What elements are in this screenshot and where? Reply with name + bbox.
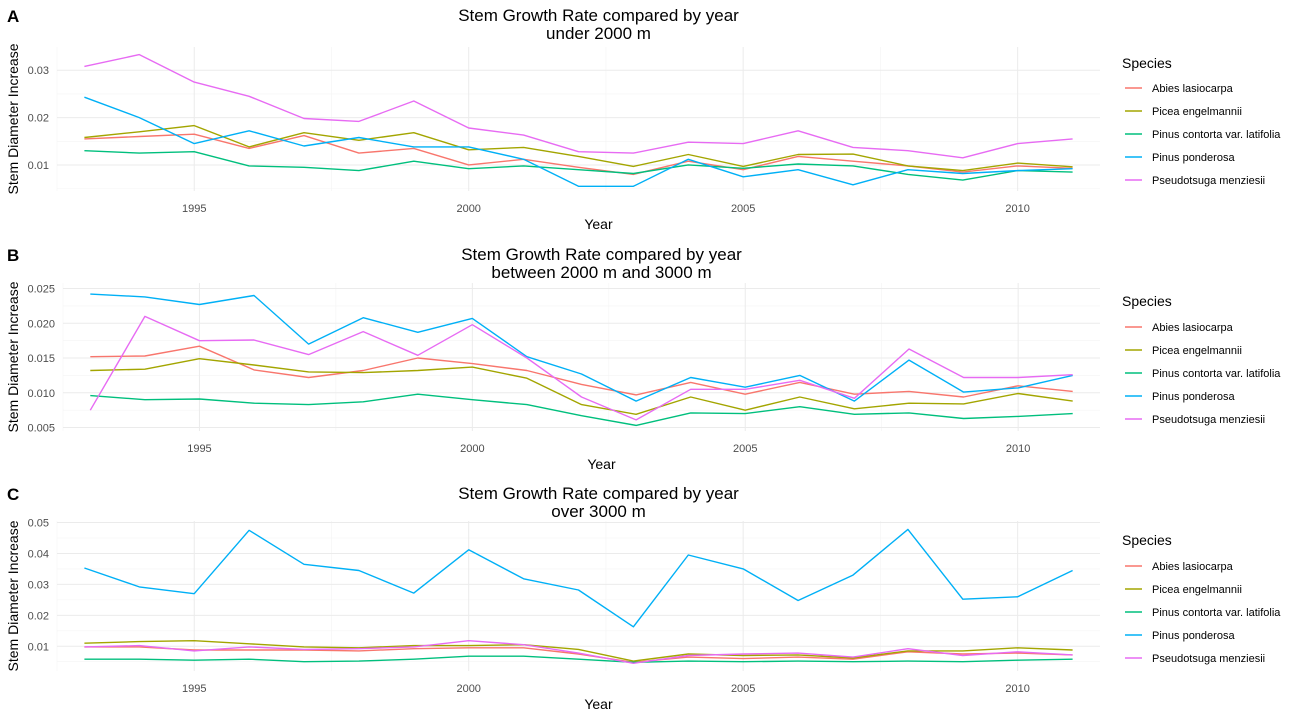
- legend-label: Pinus contorta var. latifolia: [1152, 607, 1281, 619]
- series-line-pinus-ponderosa: [84, 528, 1073, 628]
- legend-label: Picea engelmannii: [1152, 345, 1242, 357]
- x-tick-label: 1995: [187, 443, 211, 455]
- series-line-pinus-contorta-var-latifolia: [84, 150, 1073, 181]
- legend-label: Pinus ponderosa: [1152, 152, 1235, 164]
- legend-label: Pseudotsuga menziesii: [1152, 653, 1265, 665]
- gridlines: [62, 283, 1100, 431]
- legend-label: Abies lasiocarpa: [1152, 83, 1234, 95]
- x-tick-label: 2005: [733, 443, 757, 455]
- legend-title: Species: [1122, 293, 1172, 309]
- series-line-abies-lasiocarpa: [84, 646, 1073, 663]
- y-axis-label: Stem Diameter Increase: [5, 43, 21, 194]
- chart-subtitle: over 3000 m: [551, 502, 646, 521]
- series-line-pinus-ponderosa: [90, 293, 1073, 402]
- legend: Species Abies lasiocarpa Picea engelmannii…: [1122, 293, 1281, 426]
- legend-title: Species: [1122, 532, 1172, 548]
- y-axis-label: Stem Diameter Increase: [5, 281, 21, 432]
- y-tick-label: 0.04: [28, 548, 49, 560]
- x-axis-label: Year: [584, 696, 613, 712]
- x-axis-label: Year: [584, 216, 613, 232]
- x-tick-label: 1995: [182, 203, 206, 215]
- chart-panel-a: A Stem Growth Rate compared by yearunder …: [5, 6, 1281, 232]
- legend-label: Pinus contorta var. latifolia: [1152, 129, 1281, 141]
- y-tick-label: 0.010: [27, 388, 55, 400]
- legend-label: Abies lasiocarpa: [1152, 322, 1234, 334]
- panel-letter: B: [7, 246, 19, 265]
- y-tick-label: 0.015: [27, 353, 55, 365]
- y-tick-label: 0.005: [27, 423, 55, 435]
- series-line-picea-engelmannii: [84, 640, 1073, 662]
- legend-label: Abies lasiocarpa: [1152, 561, 1234, 573]
- x-tick-label: 2010: [1005, 203, 1029, 215]
- chart-subtitle: under 2000 m: [546, 24, 651, 43]
- legend-label: Pseudotsuga menziesii: [1152, 414, 1265, 426]
- chart-title: Stem Growth Rate compared by year: [458, 6, 739, 25]
- series-line-pinus-contorta-var-latifolia: [90, 393, 1073, 427]
- chart-panel-b: B Stem Growth Rate compared by yearbetwee…: [5, 245, 1281, 472]
- series-lines: [84, 53, 1073, 188]
- panel-letter: A: [7, 7, 19, 26]
- y-tick-label: 0.025: [27, 284, 55, 296]
- chart-title: Stem Growth Rate compared by year: [458, 484, 739, 503]
- series-line-pseudotsuga-menziesii: [89, 315, 1073, 421]
- legend-label: Pinus ponderosa: [1152, 630, 1235, 642]
- y-tick-label: 0.01: [28, 641, 49, 653]
- legend-label: Picea engelmannii: [1152, 106, 1242, 118]
- series-line-pinus-ponderosa: [84, 96, 1073, 188]
- series-line-pseudotsuga-menziesii: [84, 640, 1073, 664]
- legend-label: Pinus ponderosa: [1152, 391, 1235, 403]
- legend-label: Picea engelmannii: [1152, 584, 1242, 596]
- legend: Species Abies lasiocarpa Picea engelmannii…: [1122, 532, 1281, 665]
- x-tick-label: 2000: [460, 443, 484, 455]
- x-tick-label: 2000: [456, 203, 480, 215]
- gridlines: [56, 521, 1100, 671]
- x-tick-label: 2010: [1006, 443, 1030, 455]
- chart-title: Stem Growth Rate compared by year: [461, 245, 742, 264]
- x-tick-label: 1995: [182, 683, 206, 695]
- x-tick-label: 2005: [731, 203, 755, 215]
- y-tick-label: 0.020: [27, 318, 55, 330]
- y-tick-label: 0.05: [28, 518, 49, 530]
- series-lines: [89, 293, 1073, 427]
- series-line-pseudotsuga-menziesii: [84, 53, 1073, 159]
- legend-label: Pinus contorta var. latifolia: [1152, 368, 1281, 380]
- series-lines: [84, 528, 1073, 664]
- legend: Species Abies lasiocarpa Picea engelmannii…: [1122, 55, 1281, 187]
- panel-letter: C: [7, 485, 19, 504]
- y-tick-label: 0.01: [28, 160, 49, 172]
- x-tick-label: 2000: [456, 683, 480, 695]
- x-tick-label: 2005: [731, 683, 755, 695]
- y-tick-label: 0.02: [28, 113, 49, 125]
- gridlines: [56, 47, 1100, 191]
- legend-label: Pseudotsuga menziesii: [1152, 175, 1265, 187]
- y-tick-label: 0.02: [28, 610, 49, 622]
- x-axis-label: Year: [587, 456, 616, 472]
- chart-subtitle: between 2000 m and 3000 m: [491, 263, 711, 282]
- y-tick-label: 0.03: [28, 65, 49, 77]
- x-tick-label: 2010: [1005, 683, 1029, 695]
- y-tick-label: 0.03: [28, 579, 49, 591]
- series-line-picea-engelmannii: [84, 124, 1073, 172]
- series-line-picea-engelmannii: [90, 358, 1073, 415]
- y-axis-label: Stem Diameter Increase: [5, 520, 21, 671]
- legend-title: Species: [1122, 55, 1172, 71]
- series-line-pinus-contorta-var-latifolia: [84, 655, 1073, 663]
- series-line-abies-lasiocarpa: [90, 345, 1073, 398]
